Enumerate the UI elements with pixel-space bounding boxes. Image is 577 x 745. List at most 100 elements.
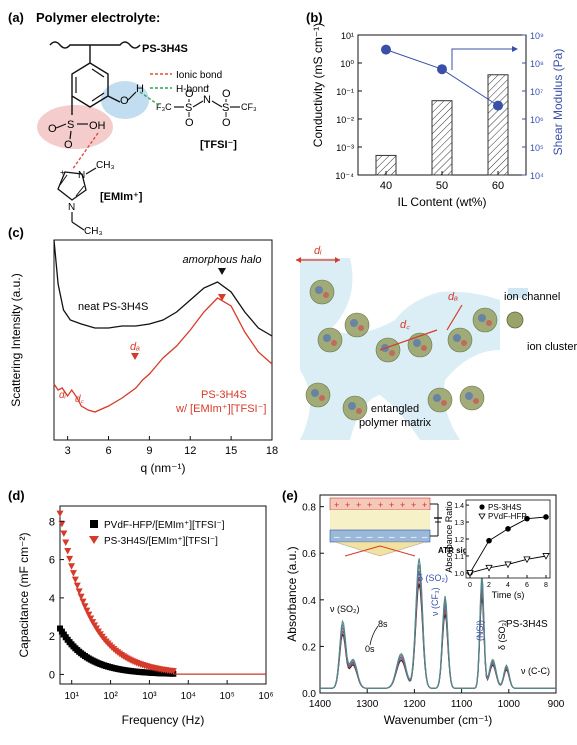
oxygen-atom: O (48, 123, 57, 135)
legend-ionic-label: Ionic bond (176, 70, 222, 81)
d-point-ps (68, 563, 76, 570)
d-point-ps (85, 611, 93, 619)
inset-point-ps (486, 537, 492, 544)
panel-b-label: (b) (306, 10, 323, 25)
svg-text:N: N (68, 202, 75, 213)
benzene-ring (71, 62, 109, 108)
d-point-ps (75, 588, 83, 595)
d-ytick-label: 2 (49, 631, 55, 643)
inset-xtick-label: 0 (468, 582, 472, 589)
anion-label: [TFSI⁻] (200, 139, 237, 151)
atr-schematic: + + + + + + + + + – – – – – – – – – (329, 497, 442, 557)
inset-legend-pvdf: PVdF-HFP (488, 512, 527, 521)
plus-charge-icon: + (411, 500, 416, 510)
plus-charge-icon: + (400, 500, 405, 510)
e-ytick-label: 0.8 (302, 503, 316, 514)
chart-d-frame (59, 505, 267, 685)
d-point-ps (73, 582, 81, 590)
d-point-ps (83, 607, 91, 615)
b-y2tick-label: 10⁶ (530, 115, 544, 125)
ionic-bond-line (71, 132, 99, 171)
chart-d: (d) 0 2 4 6 8 10¹ 10² 10³ 10⁴ 10⁵ 10⁶ Capacitance… (8, 488, 274, 727)
minus-charge-icon: – (378, 532, 384, 543)
inset-xlabel: Time (s) (492, 590, 525, 600)
ion-cluster-core (323, 334, 331, 342)
minus-charge-icon: – (411, 532, 417, 543)
c-halo-marker-red (218, 294, 226, 301)
di-arrow-head (335, 257, 340, 263)
inset-point-ps (524, 515, 530, 522)
svg-text:N: N (78, 170, 85, 181)
ion-cluster-label: ion cluster (527, 341, 577, 353)
inset-point-ps (505, 526, 511, 532)
b-ytick-label: 10⁻² (336, 115, 354, 125)
b-y2tick-label: 10⁴ (530, 171, 544, 181)
e-xlabel: Wavenumber (cm⁻¹) (384, 713, 493, 727)
svg-text:S: S (185, 102, 192, 114)
e-time-arrow (369, 625, 379, 646)
inset-ytick-label: 1.4 (454, 503, 464, 510)
b-bar (431, 100, 453, 176)
minus-charge-icon: – (389, 532, 395, 543)
legend-hbond-label: H-bond (176, 84, 209, 95)
tfsi-anion: F₃C S O O N – S O O CF₃ (156, 81, 257, 129)
d-point-ps (89, 619, 97, 626)
hydrogen-atom: H (136, 83, 144, 95)
e-ytick-label: 0.0 (302, 689, 316, 700)
c-da-marker (131, 353, 139, 360)
ion-cluster-core (473, 398, 479, 404)
chart-e-frame (319, 494, 557, 694)
inset-point-ps (543, 514, 549, 520)
e-xtick-label: 1100 (451, 699, 473, 710)
d-point-ps (64, 547, 72, 555)
ion-cluster-core (311, 389, 319, 397)
oh-bond (127, 91, 137, 101)
schem-da-label: dₐ (448, 291, 458, 303)
b-xtick-label: 50 (436, 180, 448, 192)
b-y2tick-label: 10⁹ (530, 31, 544, 41)
c-xtick-label: 9 (146, 445, 152, 457)
e-t8-label: 8s (378, 619, 388, 629)
panel-d-label: (d) (8, 488, 25, 503)
ion-cluster-core (350, 319, 358, 327)
oh-bond (107, 95, 121, 103)
inset-ytick-label: 1.0 (454, 571, 464, 578)
b-xtick-label: 60 (492, 180, 504, 192)
panel-a-title: Polymer electrolyte: (36, 10, 160, 25)
inset-ytick-label: 1.2 (454, 537, 464, 544)
ion-cluster-core (478, 314, 486, 322)
e-so3-label: δ (SO₃) (497, 620, 507, 650)
inset-legend-pvdf-marker (478, 513, 486, 520)
inset-xtick-label: 2 (487, 582, 491, 589)
ring-double-bond (91, 68, 105, 78)
c-xtick-label: 18 (266, 445, 278, 457)
schem-di-label: dᵢ (314, 245, 322, 257)
matrix-label-1: entangled (371, 403, 419, 415)
inset-point-pvdf (542, 553, 550, 560)
c-xlabel: q (nm⁻¹) (141, 461, 186, 475)
ion-channel-label: ion channel (504, 291, 560, 303)
oxygen-atom: O (64, 139, 73, 151)
e-xtick-label: 1300 (356, 699, 379, 710)
d-point-ps (66, 555, 74, 563)
c-di-label: dᵢ (59, 390, 67, 401)
svg-text:CH₃: CH₃ (84, 226, 103, 237)
e-xtick-label: 1400 (309, 699, 332, 710)
d-legend-pvdf: PVdF-HFP/[EMIm⁺][TFSI⁻] (104, 520, 225, 531)
b-modulus-point (493, 100, 503, 111)
e-xtick-label: 900 (548, 699, 565, 710)
c-ylabel: Scattering Intensity (a.u.) (9, 273, 23, 406)
e-inset: 1.0 1.1 1.2 1.3 1.4 0 2 4 6 8 Absorbance Ratio T… (444, 499, 551, 600)
b-modulus-line (385, 49, 499, 107)
e-ytick-label: 0.6 (302, 549, 316, 560)
atr-label: ATR signal (438, 546, 479, 555)
b-ytick-label: 10⁻¹ (336, 87, 354, 97)
ion-cluster-core (465, 392, 473, 400)
d-xtick-label: 10⁵ (219, 691, 234, 702)
d-xtick-label: 10³ (142, 691, 157, 702)
d-point-ps (81, 603, 89, 610)
svg-text:F₃C: F₃C (156, 102, 172, 112)
ion-cluster-swatch (506, 311, 524, 329)
c-xtick-label: 3 (65, 445, 71, 457)
svg-text:CF₃: CF₃ (241, 102, 257, 112)
